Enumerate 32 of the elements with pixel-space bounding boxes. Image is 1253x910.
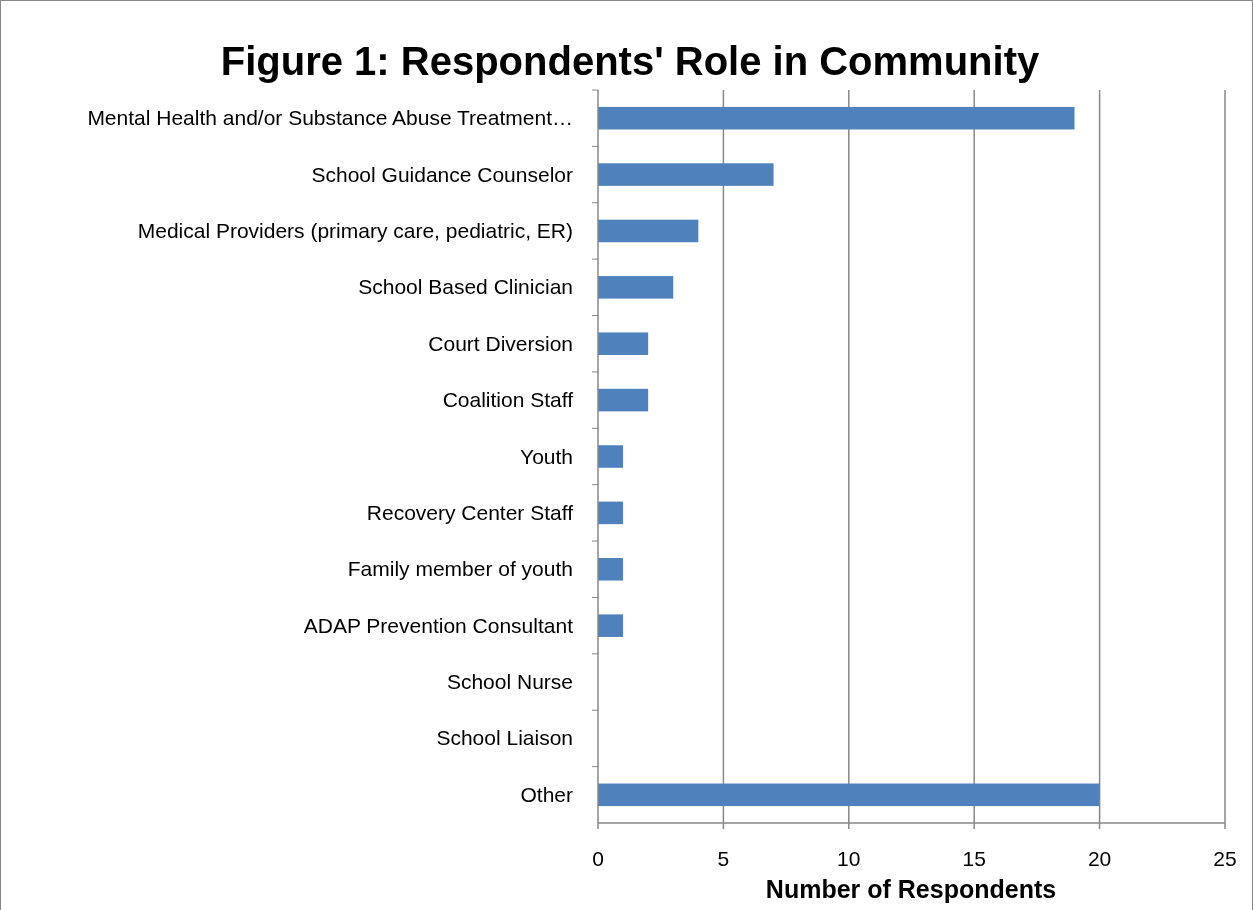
y-tick-label: Medical Providers (primary care, pediatric, ER): [137, 218, 573, 242]
x-tick-label: 25: [1213, 847, 1237, 870]
y-tick-label: School Liaison: [436, 726, 573, 750]
bar: [598, 388, 649, 412]
bar: [598, 106, 1075, 130]
chart-title: Figure 1: Respondents' Role in Community: [220, 39, 1040, 83]
bar: [598, 557, 624, 581]
x-tick-label: 15: [962, 847, 986, 870]
y-tick-label: Family member of youth: [347, 557, 573, 581]
bar: [598, 163, 774, 186]
bar: [598, 783, 1100, 807]
y-tick-label: Recovery Center Staff: [366, 500, 574, 524]
y-tick-label: School Guidance Counselor: [311, 162, 573, 186]
bar: [598, 276, 674, 299]
bar: [598, 501, 624, 525]
bar: [598, 332, 649, 356]
y-tick-label: ADAP Prevention Consultant: [303, 613, 574, 637]
x-axis-title: Number of Respondents: [765, 875, 1057, 903]
y-tick-label: Other: [520, 782, 573, 806]
y-tick-label: Mental Health and/or Substance Abuse Treatment…: [87, 106, 573, 130]
bar: [598, 614, 624, 637]
y-tick-label: Coalition Staff: [442, 388, 574, 412]
x-tick-label: 20: [1087, 847, 1112, 870]
x-tick-label: 5: [717, 847, 730, 870]
bar: [598, 445, 624, 468]
y-tick-label: Youth: [520, 444, 573, 468]
bar: [598, 219, 699, 243]
y-tick-label: School Based Clinician: [358, 275, 573, 299]
x-tick-label: 10: [837, 847, 861, 870]
y-tick-label: School Nurse: [446, 670, 573, 694]
x-tick-label: 0: [592, 847, 604, 870]
y-tick-label: Court Diversion: [428, 331, 573, 355]
